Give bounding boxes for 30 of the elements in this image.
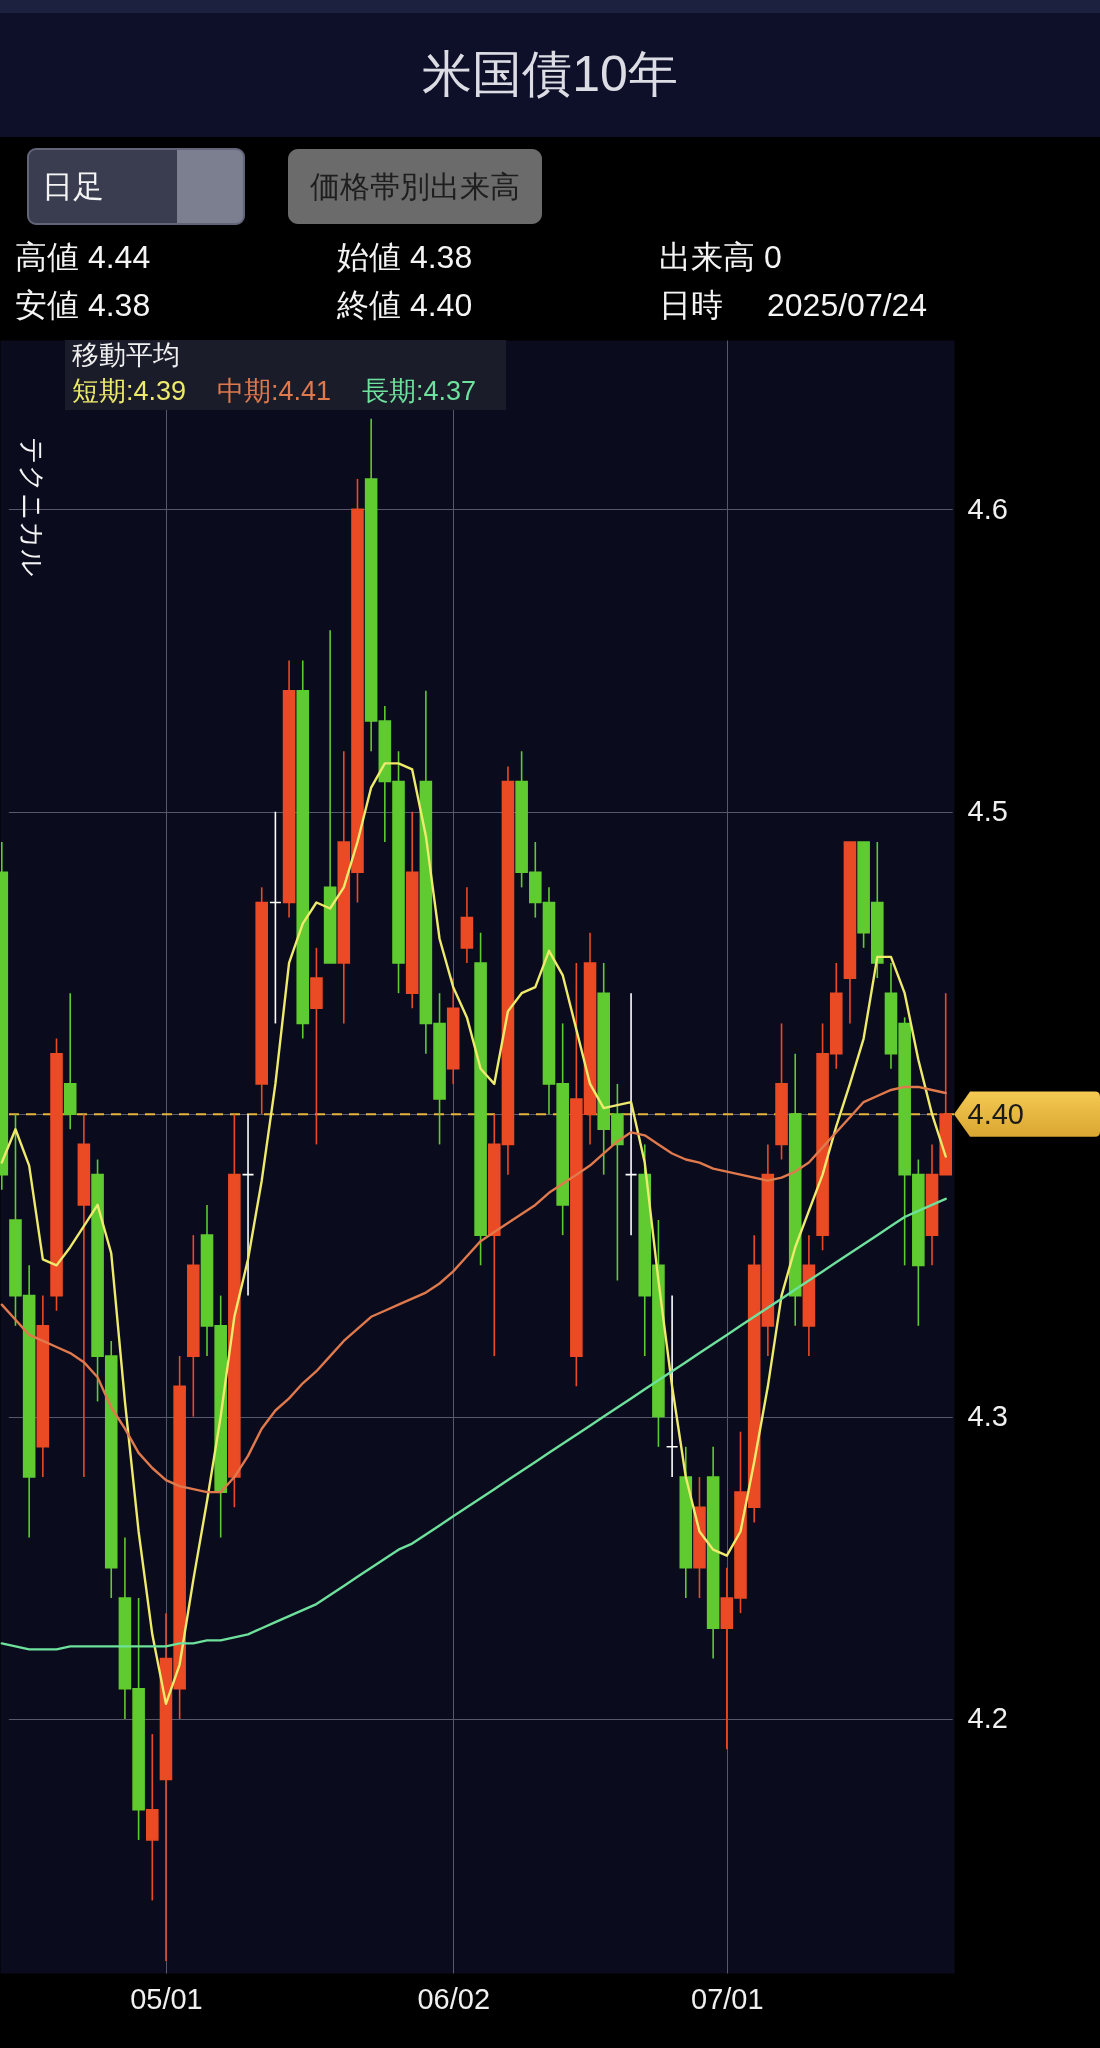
text: 終値 4.40 — [336, 287, 473, 323]
text: 始値 4.38 — [337, 239, 473, 275]
chart-title: 米国債10年 — [422, 46, 678, 102]
line-series — [0, 1197, 947, 1651]
line-series — [0, 1085, 947, 1494]
y-tick-label: 4.6 — [967, 492, 1008, 525]
y-tick-label: 4.2 — [967, 1702, 1008, 1735]
text: 安値 4.38 — [15, 287, 151, 323]
x-tick-label: 06/02 — [417, 1982, 491, 2015]
text: 日足 — [42, 169, 104, 204]
y-tick-label: 4.3 — [967, 1400, 1008, 1433]
text: 日時 — [659, 287, 723, 323]
x-tick-label: 07/01 — [691, 1982, 764, 2015]
line-series — [0, 762, 947, 1706]
legend-title: 移動平均 — [72, 340, 180, 370]
text: 中期:4.41 — [217, 376, 332, 406]
annotation: テクニカル — [17, 437, 47, 577]
text: 長期:4.37 — [362, 376, 477, 406]
y-tick-label: 4.5 — [967, 795, 1008, 828]
y-tick-label: 4.40 — [967, 1097, 1024, 1130]
candlestick — [665, 1294, 679, 1478]
candlestick — [624, 992, 638, 1236]
candlestick — [241, 1113, 255, 1297]
text: 価格帯別出来高 — [310, 170, 520, 203]
text: 2025/07/24 — [767, 287, 928, 323]
text: 短期:4.39 — [72, 376, 187, 406]
x-tick-label: 05/01 — [130, 1982, 203, 2015]
text: 高値 4.44 — [15, 239, 151, 275]
candlestick — [269, 810, 282, 1025]
text: 出来高 0 — [659, 239, 782, 275]
